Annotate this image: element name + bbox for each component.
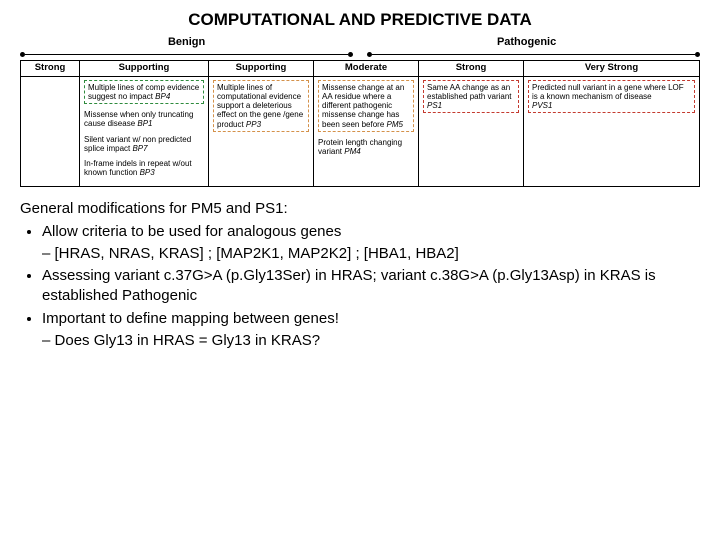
col-header: Strong bbox=[21, 61, 79, 77]
criteria-code: PM4 bbox=[344, 147, 360, 156]
criteria-text: Predicted null variant in a gene where L… bbox=[532, 83, 684, 101]
arrows-row bbox=[20, 50, 700, 58]
bullet-item: Assessing variant c.37G>A (p.Gly13Ser) i… bbox=[42, 266, 700, 307]
bullet-item: Allow criteria to be used for analogous … bbox=[42, 222, 700, 242]
col-header: Strong bbox=[419, 61, 523, 77]
main-title: COMPUTATIONAL AND PREDICTIVE DATA bbox=[20, 10, 700, 30]
col-strong-benign: Strong bbox=[21, 61, 80, 186]
criteria-code: BP1 bbox=[137, 119, 152, 128]
criteria-code: BP3 bbox=[140, 168, 155, 177]
col-header: Supporting bbox=[209, 61, 313, 77]
criteria-pm4: Protein length changing variant PM4 bbox=[318, 138, 414, 156]
criteria-code: PS1 bbox=[427, 101, 442, 110]
sub-bullet-item: [HRAS, NRAS, KRAS] ; [MAP2K1, MAP2K2] ; … bbox=[42, 244, 700, 264]
arrow-dot bbox=[695, 52, 700, 57]
criteria-code: PM5 bbox=[387, 120, 403, 129]
criteria-bp4: Multiple lines of comp evidence suggest … bbox=[84, 80, 204, 104]
col-supporting-benign: Supporting Multiple lines of comp eviden… bbox=[80, 61, 209, 186]
criteria-table: Strong Supporting Multiple lines of comp… bbox=[20, 60, 700, 187]
bullet-item: Important to define mapping between gene… bbox=[42, 309, 700, 329]
col-moderate: Moderate Missense change at an AA residu… bbox=[314, 61, 419, 186]
col-strong-pathogenic: Strong Same AA change as an established … bbox=[419, 61, 524, 186]
pathogenic-header: Pathogenic bbox=[353, 36, 700, 48]
criteria-text: Same AA change as an established path va… bbox=[427, 83, 512, 101]
criteria-code: PP3 bbox=[246, 120, 261, 129]
criteria-bp7: Silent variant w/ non predicted splice i… bbox=[84, 135, 204, 153]
criteria-pp3: Multiple lines of computational evidence… bbox=[213, 80, 309, 132]
criteria-code: BP4 bbox=[155, 92, 170, 101]
sub-bullet-item: Does Gly13 in HRAS = Gly13 in KRAS? bbox=[42, 331, 700, 351]
col-header: Supporting bbox=[80, 61, 208, 77]
criteria-pvs1: Predicted null variant in a gene where L… bbox=[528, 80, 695, 114]
criteria-code: PVS1 bbox=[532, 101, 552, 110]
col-header: Very Strong bbox=[524, 61, 699, 77]
criteria-text: Multiple lines of comp evidence suggest … bbox=[88, 83, 199, 101]
intro-text: General modifications for PM5 and PS1: bbox=[20, 199, 700, 219]
arrow-line bbox=[372, 54, 695, 55]
category-header-row: Benign Pathogenic bbox=[20, 36, 700, 48]
criteria-pm5: Missense change at an AA residue where a… bbox=[318, 80, 414, 132]
criteria-code: BP7 bbox=[132, 144, 147, 153]
criteria-bp1: Missense when only truncating cause dise… bbox=[84, 110, 204, 128]
criteria-bp3: In-frame indels in repeat w/out known fu… bbox=[84, 159, 204, 177]
col-header: Moderate bbox=[314, 61, 418, 77]
criteria-text: In-frame indels in repeat w/out known fu… bbox=[84, 159, 192, 177]
col-very-strong: Very Strong Predicted null variant in a … bbox=[524, 61, 699, 186]
benign-header: Benign bbox=[20, 36, 353, 48]
modifications-section: General modifications for PM5 and PS1: A… bbox=[20, 199, 700, 351]
arrow-line bbox=[25, 54, 348, 55]
col-supporting-pathogenic: Supporting Multiple lines of computation… bbox=[209, 61, 314, 186]
criteria-ps1: Same AA change as an established path va… bbox=[423, 80, 519, 114]
